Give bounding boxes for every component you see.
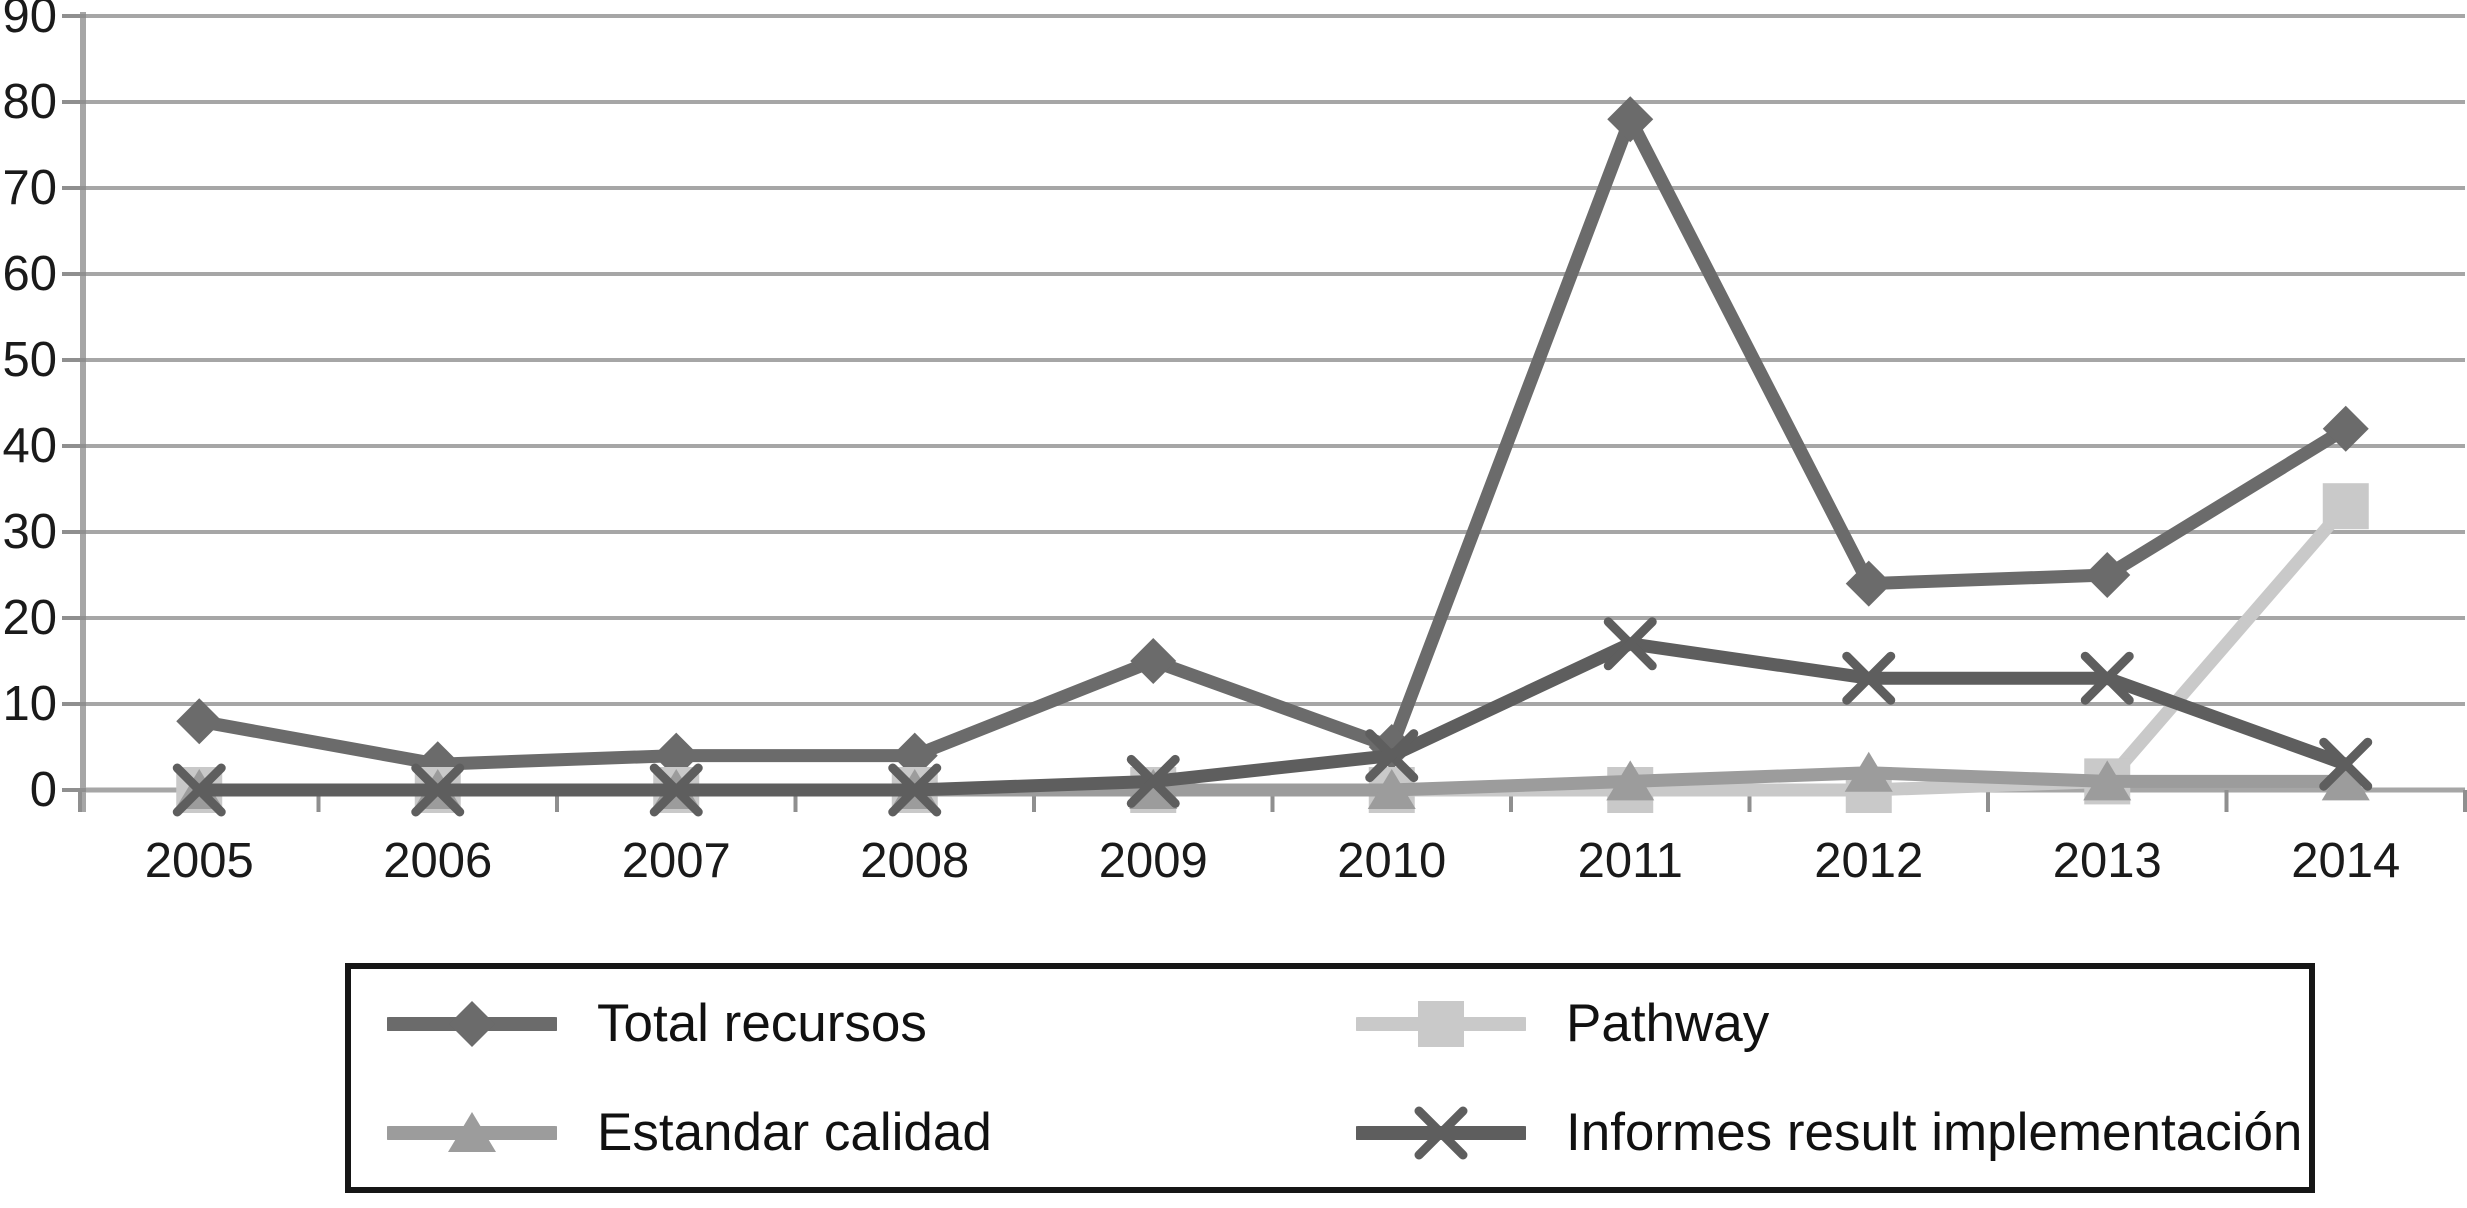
svg-text:50: 50 xyxy=(2,333,57,387)
svg-text:2009: 2009 xyxy=(1099,834,1208,888)
svg-text:20: 20 xyxy=(2,591,57,645)
x-marker-icon xyxy=(1356,1106,1526,1159)
svg-text:10: 10 xyxy=(2,677,57,731)
legend-item-informes-result: Informes result implementación xyxy=(1356,1101,2309,1165)
legend-label: Total recursos xyxy=(597,994,927,1053)
svg-text:0: 0 xyxy=(30,763,57,817)
line-chart: 0 10 20 30 40 50 60 70 80 90 2005 2006 2007 2008 2009 2… xyxy=(2,0,2467,888)
svg-text:60: 60 xyxy=(2,247,57,301)
svg-text:2005: 2005 xyxy=(145,834,254,888)
svg-text:2014: 2014 xyxy=(2291,834,2400,888)
square-marker-icon xyxy=(1356,1000,1526,1047)
svg-text:80: 80 xyxy=(2,75,57,129)
legend-item-total-recursos: Total recursos xyxy=(387,992,1356,1056)
svg-text:90: 90 xyxy=(2,0,57,43)
svg-text:2012: 2012 xyxy=(1814,834,1923,888)
legend-label: Pathway xyxy=(1566,994,1770,1053)
svg-text:2006: 2006 xyxy=(383,834,492,888)
svg-text:2013: 2013 xyxy=(2053,834,2162,888)
legend-item-pathway: Pathway xyxy=(1356,992,2309,1056)
svg-text:2011: 2011 xyxy=(1578,834,1683,888)
svg-text:70: 70 xyxy=(2,161,57,215)
legend-item-estandar-calidad: Estandar calidad xyxy=(387,1101,1356,1165)
legend-label: Estandar calidad xyxy=(597,1103,992,1162)
svg-text:2007: 2007 xyxy=(622,834,731,888)
diamond-marker-icon xyxy=(387,1000,557,1047)
triangle-marker-icon xyxy=(387,1111,557,1152)
legend: Total recursos Pathway Estandar calidad … xyxy=(345,963,2315,1193)
svg-text:30: 30 xyxy=(2,505,57,559)
svg-text:2008: 2008 xyxy=(860,834,969,888)
svg-text:40: 40 xyxy=(2,419,57,473)
legend-label: Informes result implementación xyxy=(1566,1103,2303,1162)
svg-text:2010: 2010 xyxy=(1337,834,1446,888)
